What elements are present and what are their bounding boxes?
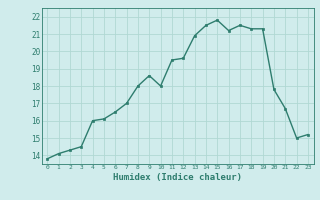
X-axis label: Humidex (Indice chaleur): Humidex (Indice chaleur) — [113, 173, 242, 182]
